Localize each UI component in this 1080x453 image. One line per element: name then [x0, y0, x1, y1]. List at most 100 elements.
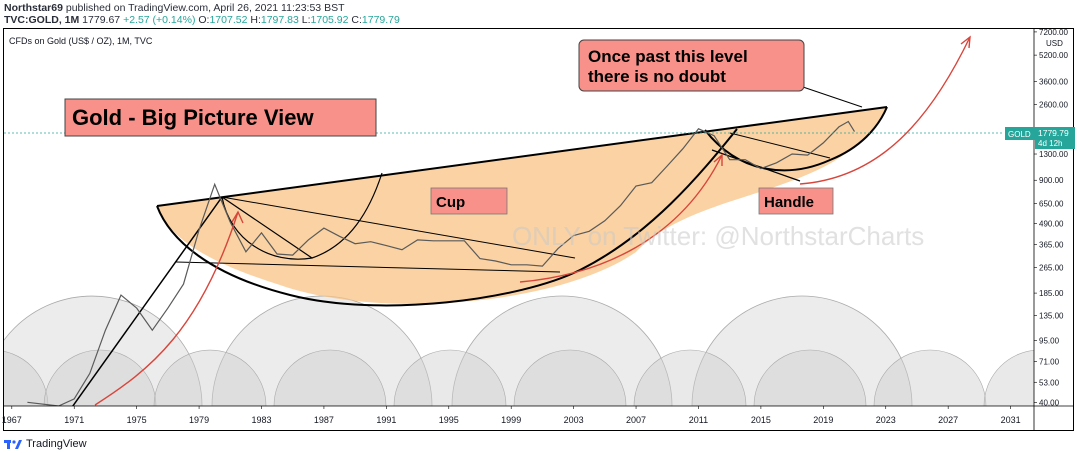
- handle-label: Handle: [758, 187, 834, 215]
- price-tick-label: 135.00: [1039, 312, 1064, 321]
- cycle-arc-large: [451, 295, 673, 406]
- high-value: 1797.83: [260, 14, 299, 26]
- cup-label-bg: [430, 187, 508, 215]
- low-label: L:: [301, 14, 311, 26]
- time-tick-label: 1975: [127, 415, 147, 425]
- price-tick-label: 1300.00: [1039, 150, 1068, 159]
- publish-info: published on TradingView.com, April 26, …: [65, 2, 345, 14]
- price-tick-label: 53.00: [1039, 378, 1060, 387]
- time-tick-label: 2027: [938, 415, 958, 425]
- handle-label-bg: [758, 187, 834, 215]
- callout-line-1: Once past this level: [588, 47, 748, 66]
- publish-line: Northstar69 published on TradingView.com…: [4, 2, 345, 14]
- author-name[interactable]: Northstar69: [4, 2, 63, 14]
- cycle-arc-small: [753, 349, 867, 406]
- gold-price-line: [27, 120, 856, 406]
- arrow-3: [799, 36, 971, 185]
- cycle-arc-large: [4, 295, 203, 406]
- callout-text: Once past this level there is no doubt: [588, 47, 752, 86]
- chart-label: CFDs on Gold (US$ / OZ), 1M, TVC: [9, 36, 153, 46]
- price-tick-label: 2600.00: [1039, 101, 1068, 110]
- price-tick-label: 365.00: [1039, 241, 1064, 250]
- cycle-arc-small: [153, 349, 267, 406]
- arrow-3-head: [960, 35, 971, 49]
- cycle-arc-small: [4, 351, 49, 406]
- tradingview-brand: TradingView: [26, 438, 87, 450]
- arrow-1-head: [231, 210, 244, 224]
- price-axis[interactable]: 7200.00 5200.00 3600.00 2600.00 1300.00 900.0…: [1034, 28, 1068, 407]
- open-value: 1707.52: [209, 14, 248, 26]
- arrow-2: [519, 154, 723, 283]
- quote-line: TVC:GOLD, 1M 1779.67 +2.57 (+0.14%) O:17…: [4, 14, 400, 26]
- time-tick-label: 2023: [876, 415, 896, 425]
- cup-fill: [157, 107, 887, 304]
- projection-arrows: [94, 35, 971, 406]
- callout-bg: [578, 39, 805, 92]
- cup-label: Cup: [430, 187, 508, 215]
- symbol-label: TVC:GOLD, 1M: [4, 14, 80, 26]
- close-value: 1779.79: [361, 14, 400, 26]
- time-axis[interactable]: 1967 1971 1975 1979 1983 1987 1991 1995 1999 2003…: [2, 406, 1021, 425]
- price-tag-value-bg: [1035, 127, 1075, 149]
- title-box: Gold - Big Picture View: [64, 98, 377, 137]
- time-tick-label: 1967: [2, 415, 22, 425]
- trend-line-2: [221, 196, 576, 259]
- time-tick-label: 2007: [626, 415, 646, 425]
- price-tag-symbol: GOLD: [1008, 130, 1031, 139]
- handle-label-text: Handle: [764, 194, 814, 211]
- price-tag-countdown: 4d 12h: [1038, 139, 1062, 148]
- cycle-arc-small: [393, 349, 507, 406]
- currency-label: USD: [1046, 39, 1063, 48]
- price-tick-label: 95.00: [1039, 337, 1060, 346]
- price-tag-value: 1779.79: [1038, 128, 1069, 138]
- cycle-arc-small: [873, 349, 987, 406]
- price-tag: GOLD 1779.79 4d 12h: [1005, 127, 1075, 149]
- trend-line-1: [221, 196, 313, 259]
- price-change: +2.57 (+0.14%): [123, 14, 196, 26]
- trend-line-3: [175, 261, 561, 273]
- time-tick-label: 2031: [1001, 415, 1021, 425]
- publish-header: Northstar69 published on TradingView.com…: [0, 0, 1080, 26]
- time-tick-label: 1987: [314, 415, 334, 425]
- footer-brand[interactable]: TradingView: [4, 436, 87, 452]
- left-impulse-line: [71, 196, 223, 406]
- cup-label-text: Cup: [436, 194, 465, 211]
- price-tick-label: 490.00: [1039, 220, 1064, 229]
- price-chart[interactable]: ONLY on Twitter: @NorthstarCharts CFDs o…: [0, 0, 1080, 434]
- price-tick-label: 40.00: [1039, 398, 1060, 407]
- price-tick-label: 7200.00: [1039, 28, 1068, 37]
- low-value: 1705.92: [310, 14, 349, 26]
- time-tick-label: 2019: [813, 415, 833, 425]
- price-tick-label: 900.00: [1039, 176, 1064, 185]
- time-tick-label: 2011: [689, 415, 708, 425]
- callout: Once past this level there is no doubt: [578, 39, 805, 92]
- cycle-arc-small: [273, 349, 387, 406]
- price-tick-label: 3600.00: [1039, 77, 1068, 86]
- cycle-arc-small: [633, 349, 747, 406]
- title-box-text: Gold - Big Picture View: [72, 105, 315, 130]
- watermark: ONLY on Twitter: @NorthstarCharts: [512, 221, 924, 251]
- handle-line-2: [729, 132, 831, 159]
- cycle-arc-small: [983, 350, 1034, 406]
- close-label: C:: [351, 14, 362, 26]
- price-tick-label: 71.00: [1039, 357, 1060, 366]
- time-tick-label: 1995: [439, 415, 459, 425]
- cup-rim-line: [156, 106, 888, 207]
- cycle-arcs: [4, 295, 1034, 406]
- price-tick-label: 650.00: [1039, 199, 1064, 208]
- tradingview-logo-icon: [4, 440, 22, 449]
- high-label: H:: [250, 14, 261, 26]
- time-tick-label: 1983: [251, 415, 271, 425]
- cup-pattern: [71, 85, 888, 406]
- time-tick-label: 1979: [189, 415, 209, 425]
- callout-line-2: there is no doubt: [588, 67, 726, 86]
- cup-bottom-curve: [156, 128, 738, 307]
- cycle-arc-small: [513, 349, 627, 406]
- arrow-2-head: [713, 153, 723, 166]
- arrow-1: [94, 211, 239, 406]
- time-tick-label: 1991: [376, 415, 396, 425]
- callout-pointer: [799, 85, 863, 108]
- title-box-bg: [64, 98, 377, 137]
- price-tick-label: 185.00: [1039, 289, 1064, 298]
- time-tick-label: 2015: [751, 415, 771, 425]
